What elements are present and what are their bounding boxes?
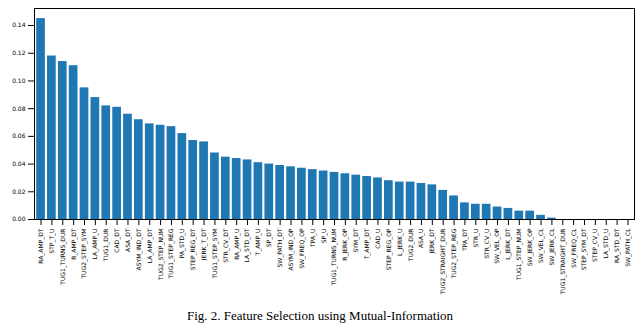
svg-text:SYM_DT: SYM_DT (352, 228, 360, 252)
svg-text:L_JERK_DT: L_JERK_DT (504, 228, 512, 260)
svg-text:TUG1_STRAIGHT_DUR: TUG1_STRAIGHT_DUR (559, 229, 567, 296)
svg-text:PA_STD_U: PA_STD_U (178, 229, 186, 259)
svg-text:STR_CV_DT: STR_CV_DT (222, 228, 230, 263)
svg-text:SW_PATH_CL: SW_PATH_CL (624, 228, 632, 267)
svg-text:JERK_T_DT: JERK_T_DT (200, 228, 208, 261)
svg-text:0.00: 0.00 (12, 215, 26, 222)
svg-text:SP_U: SP_U (320, 229, 328, 244)
svg-text:STP_T_U: STP_T_U (48, 229, 56, 254)
svg-text:LA_AMP_DT: LA_AMP_DT (146, 228, 154, 263)
svg-text:LA_STD_DT: LA_STD_DT (243, 228, 251, 262)
svg-text:SW_VEL_CL: SW_VEL_CL (537, 228, 545, 263)
svg-text:T_AMP_DT: T_AMP_DT (363, 228, 371, 260)
svg-text:JERK_DT: JERK_DT (428, 228, 436, 254)
svg-text:ASYM_IND_DT: ASYM_IND_DT (135, 228, 143, 270)
svg-text:R_AMP_DT: R_AMP_DT (70, 228, 78, 260)
svg-text:CAD_U: CAD_U (374, 229, 382, 249)
svg-text:0.10: 0.10 (12, 77, 26, 84)
svg-text:CAD_DT: CAD_DT (113, 228, 121, 253)
svg-text:0.12: 0.12 (12, 49, 26, 56)
html-text:Fig. 2. Feature Selection usin: Fig. 2. Feature Selection using Mutual-I… (187, 308, 453, 323)
svg-text:TUG2_STEP_REG: TUG2_STEP_REG (450, 228, 458, 279)
svg-text:R_JERK_OP: R_JERK_OP (341, 228, 349, 261)
svg-text:TUG2_DUR: TUG2_DUR (407, 229, 415, 263)
svg-text:TUG2_STRAIGHT_DUR: TUG2_STRAIGHT_DUR (439, 229, 447, 296)
svg-text:TUG1_STEP_REG: TUG1_STEP_REG (167, 228, 175, 279)
svg-text:0.06: 0.06 (12, 132, 26, 139)
svg-text:TUG2_STEP_SYM: TUG2_STEP_SYM (80, 229, 88, 280)
svg-text:STR_U: STR_U (472, 229, 480, 248)
svg-text:SW_JERK_CL: SW_JERK_CL (548, 228, 556, 266)
svg-text:0.02: 0.02 (12, 188, 26, 195)
svg-text:STEP_REG_DT: STEP_REG_DT (189, 228, 197, 270)
svg-text:TUG1_DUR: TUG1_DUR (102, 229, 110, 263)
svg-text:0.04: 0.04 (12, 160, 26, 167)
svg-text:ASA_DT: ASA_DT (124, 228, 132, 252)
svg-text:STR_CV_U: STR_CV_U (483, 229, 491, 259)
svg-text:ASYM_IND_OP: ASYM_IND_OP (287, 228, 295, 270)
svg-text:SW_JERK_OP: SW_JERK_OP (526, 228, 534, 266)
svg-text:RA_AMP_DT: RA_AMP_DT (37, 228, 45, 264)
svg-text:SW_PATH_DT: SW_PATH_DT (276, 228, 284, 267)
svg-text:TUG2_STEP_NUM: TUG2_STEP_NUM (157, 229, 165, 281)
svg-text:0.08: 0.08 (12, 105, 26, 112)
svg-text:STEP_SYM_DT: STEP_SYM_DT (580, 228, 588, 270)
svg-text:STEP_CV_U: STEP_CV_U (591, 229, 599, 263)
svg-text:LA_STD_U: LA_STD_U (602, 229, 610, 259)
svg-text:SW_FREQ_CL: SW_FREQ_CL (570, 228, 578, 268)
svg-text:T_AMP_U: T_AMP_U (254, 229, 262, 257)
svg-text:TUG1_TURNS_DUR: TUG1_TURNS_DUR (59, 229, 67, 286)
svg-text:TUG1_STEP_SYM: TUG1_STEP_SYM (211, 229, 219, 280)
svg-text:TUG1_STEP_NUM: TUG1_STEP_NUM (515, 229, 523, 281)
svg-text:SP_DT: SP_DT (265, 228, 273, 247)
svg-text:SW_VEL_OP: SW_VEL_OP (493, 228, 501, 264)
svg-text:TUG1_TURNS_NUM: TUG1_TURNS_NUM (330, 229, 338, 287)
svg-text:0.14: 0.14 (12, 21, 26, 28)
svg-text:TPA_DT: TPA_DT (461, 228, 469, 252)
svg-text:SW_FREQ_OP: SW_FREQ_OP (298, 228, 306, 269)
svg-text:LA_AMP_U: LA_AMP_U (91, 229, 99, 260)
svg-text:RA_AMP_U: RA_AMP_U (233, 229, 241, 260)
svg-text:TPA_U: TPA_U (309, 229, 317, 248)
svg-text:L_JERK_U: L_JERK_U (396, 229, 404, 256)
svg-text:ASA_U: ASA_U (417, 229, 425, 249)
svg-text:RA_STD_DT: RA_STD_DT (613, 228, 621, 263)
svg-text:STEP_REG_OP: STEP_REG_OP (385, 228, 393, 270)
